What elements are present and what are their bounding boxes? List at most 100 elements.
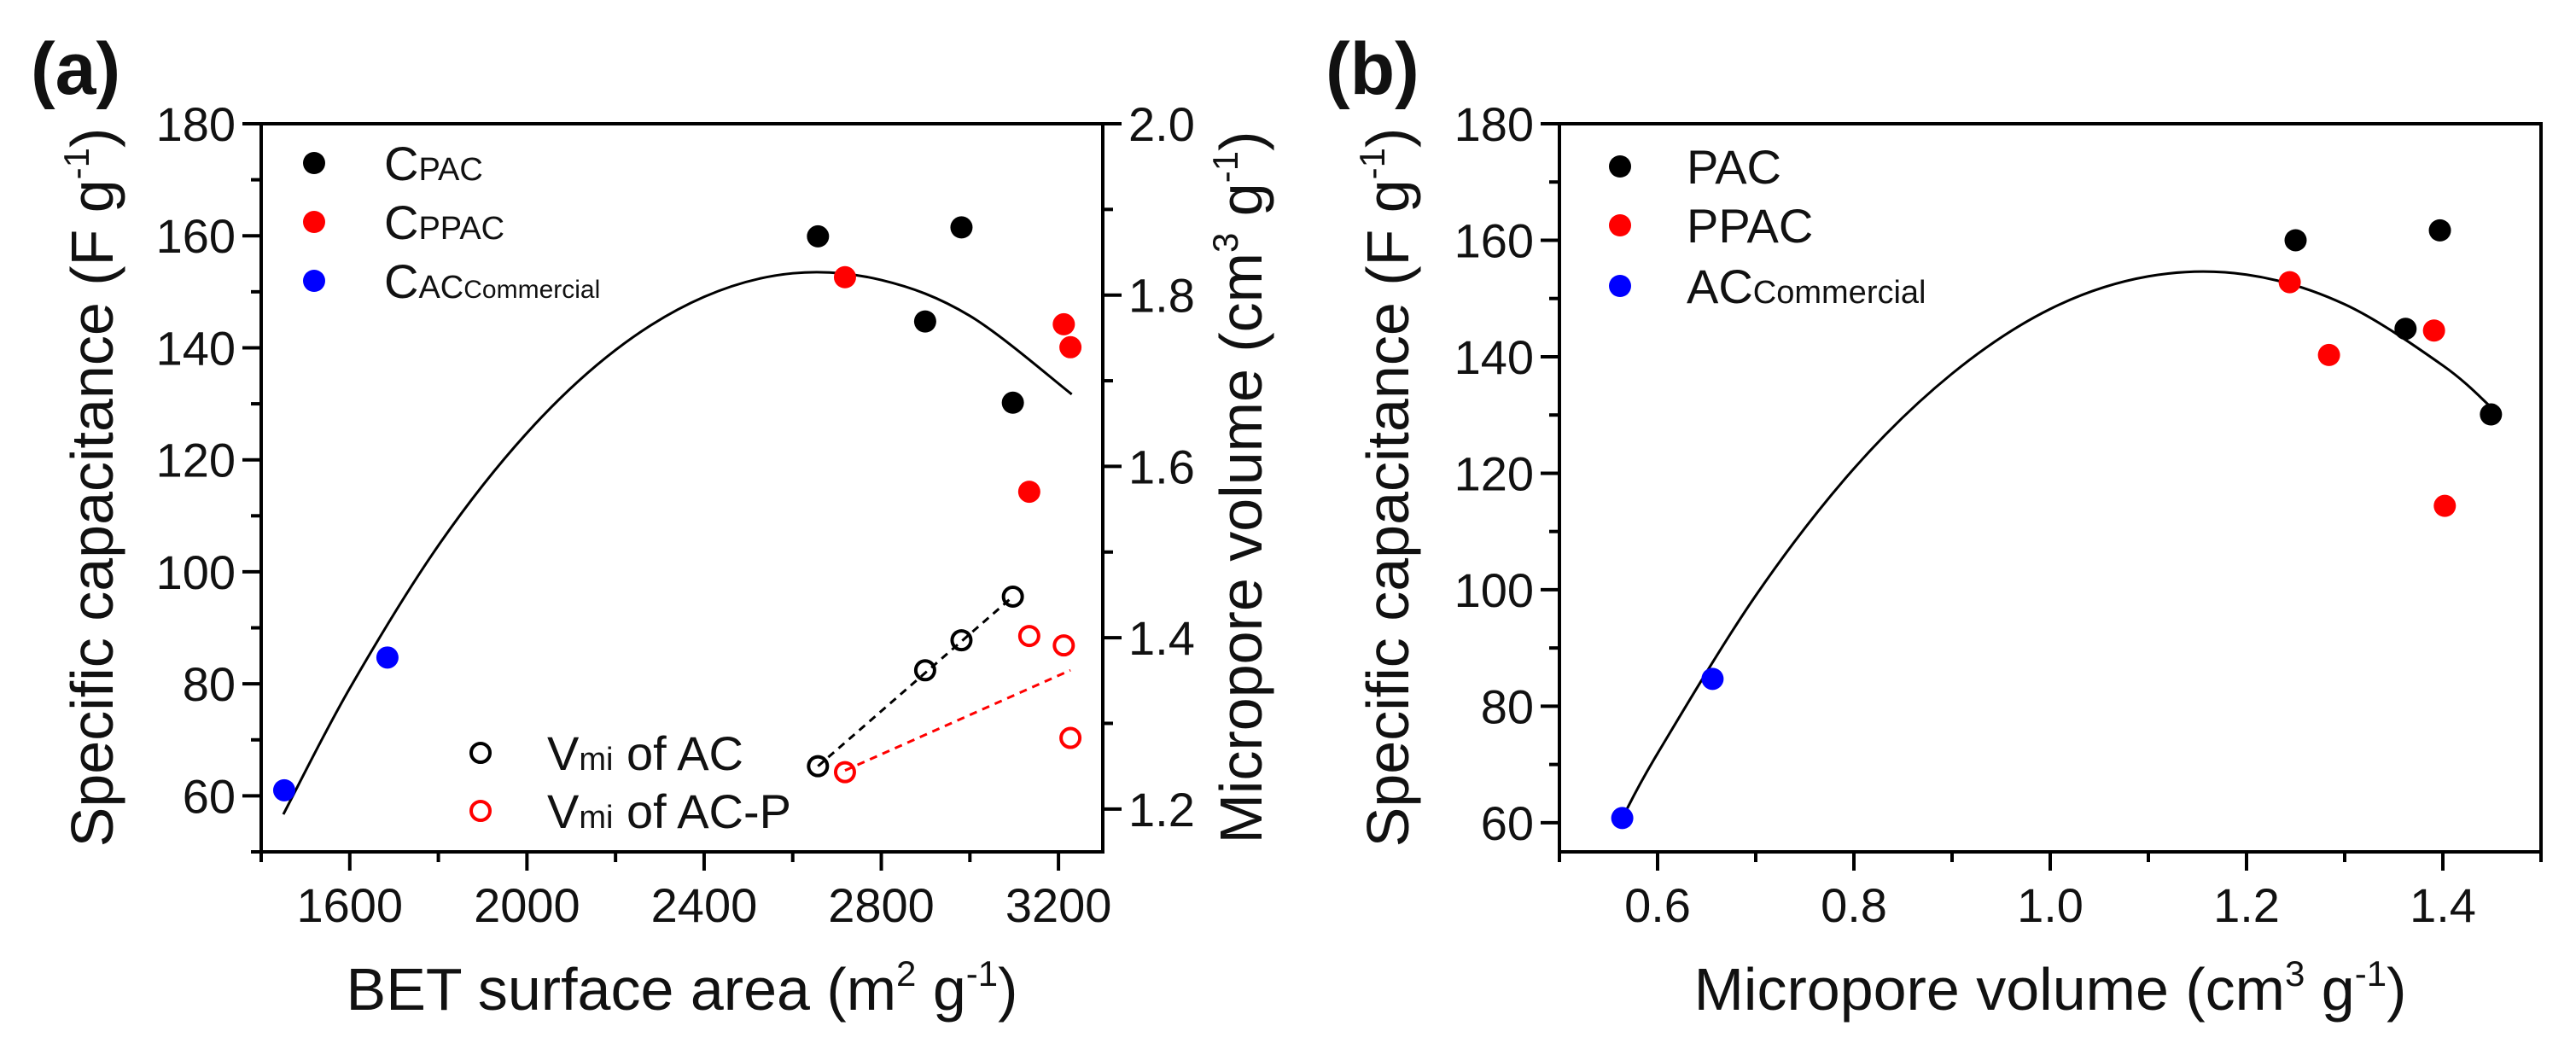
data-point <box>1701 667 1724 691</box>
x-tick-label: 1.0 <box>2017 878 2084 932</box>
y-tick-label: 160 <box>1454 213 1534 267</box>
legend-label-ccommercial: CACCommercial <box>384 254 600 308</box>
y-axis-title-b: Specific capacitance (F g-1) <box>1352 128 1421 848</box>
series-pac <box>2284 219 2503 426</box>
y-tick-label: 160 <box>156 209 236 263</box>
legend-sub2: Commercial <box>463 276 600 304</box>
legend-marker-ccommercial <box>303 270 325 292</box>
data-point <box>2480 403 2503 426</box>
y2-axis-title-a: Micropore volume (cm3 g-1) <box>1205 131 1274 844</box>
series-cpac <box>807 216 1024 414</box>
data-point <box>1059 335 1082 358</box>
data-point <box>2394 318 2417 341</box>
x-tick-label: 0.6 <box>1624 878 1691 932</box>
legend-label-cpac: CPAC <box>384 137 483 190</box>
series-cppac <box>833 265 1082 504</box>
y-title-sup: -1 <box>56 148 96 179</box>
y2-title-end: ) <box>1208 131 1274 151</box>
legend-label-vmi-acp: Vmi of AC-P <box>547 784 791 838</box>
x-tick-label: 1.4 <box>2410 878 2476 932</box>
legend-marker-pac <box>1609 155 1631 178</box>
linear-fit-line <box>817 595 1014 767</box>
y2-tick-label: 1.4 <box>1128 611 1195 665</box>
y-title-text: Specific capacitance (F g <box>1355 179 1421 847</box>
y-tick-label: 100 <box>1454 563 1534 617</box>
data-point <box>2284 229 2307 252</box>
legend-sub: PPAC <box>418 211 504 247</box>
legend-marker-ac-commercial <box>1609 275 1631 297</box>
data-point <box>1017 625 1040 648</box>
x-axis-title-b: Micropore volume (cm3 g-1) <box>1694 953 2407 1023</box>
data-point <box>1052 634 1075 657</box>
data-point <box>807 224 830 248</box>
y-title-end: ) <box>59 128 125 148</box>
x-title-sup2: -1 <box>966 953 998 994</box>
legend-marker-ppac <box>1609 214 1631 236</box>
data-point <box>913 310 936 333</box>
y2-tick-label: 1.8 <box>1128 269 1195 323</box>
legend-label-vmi-ac: Vmi of AC <box>547 726 743 780</box>
data-point <box>2428 219 2451 242</box>
plot-frame <box>259 122 1104 854</box>
series-vmi-of-ac <box>807 585 1024 778</box>
legend-sub: mi <box>579 800 613 836</box>
x-tick-label: 2800 <box>828 878 935 932</box>
data-point <box>1052 312 1075 335</box>
legend-sub: mi <box>579 742 613 778</box>
data-point <box>2317 343 2340 366</box>
panel-a: (a) Specific capacitance (F g-1) Micropo… <box>31 28 1274 1023</box>
series-ppac <box>2278 271 2457 517</box>
x-title-mid: g <box>916 956 965 1023</box>
y-title-sup: -1 <box>1352 148 1392 179</box>
data-point <box>1001 391 1024 414</box>
x-title-end: ) <box>998 956 1017 1023</box>
x-title-mid: g <box>2305 956 2354 1023</box>
data-point <box>1059 726 1082 749</box>
y-tick-label: 60 <box>183 769 236 823</box>
y2-title-text: Micropore volume (cm <box>1208 253 1274 843</box>
y-axis-title-a: Specific capacitance (F g-1) <box>56 128 125 848</box>
y-title-text: Specific capacitance (F g <box>59 179 125 847</box>
legend-post: of AC <box>613 726 743 780</box>
y-title-end: ) <box>1355 128 1421 148</box>
legend-label-ac-commercial: ACCommercial <box>1687 259 1926 313</box>
y-tick-label: 120 <box>156 434 236 487</box>
legend-a-micropore: Vmi of AC Vmi of AC-P <box>469 726 791 838</box>
x-tick-label: 2400 <box>651 878 758 932</box>
y2-title-sup2: -1 <box>1205 151 1245 183</box>
legend-sub: Commercial <box>1753 275 1926 311</box>
panel-label-b: (b) <box>1326 28 1419 110</box>
quadratic-fit-curve <box>1621 270 2493 819</box>
fit-lines <box>282 271 1073 815</box>
x-title-sup2: -1 <box>2355 953 2387 994</box>
data-point <box>807 755 830 778</box>
legend-marker-vmi-ac <box>469 742 492 764</box>
data-point <box>272 778 295 801</box>
linear-fit-line <box>844 668 1071 772</box>
y2-tick-label: 1.6 <box>1128 440 1195 493</box>
y2-title-mid: g <box>1208 183 1274 232</box>
y-tick-label: 80 <box>183 657 236 711</box>
x-tick-label: 2000 <box>474 878 580 932</box>
panel-b: (b) Specific capacitance (F g-1) Micropo… <box>1326 28 2543 1023</box>
legend-main: PAC <box>1687 140 1781 194</box>
fit-lines <box>1621 270 2493 819</box>
series-vmi-of-ac-p <box>833 625 1082 784</box>
data-point <box>833 761 856 784</box>
legend-marker-cppac <box>303 211 325 233</box>
data-point <box>2433 494 2457 517</box>
quadratic-fit-curve <box>282 271 1073 815</box>
x-tick-label: 1.2 <box>2213 878 2280 932</box>
data-point <box>1001 585 1024 608</box>
legend-main: V <box>547 784 580 838</box>
legend-marker-vmi-acp <box>469 800 492 822</box>
y-tick-label: 140 <box>1454 330 1534 384</box>
y-tick-label: 80 <box>1481 679 1534 733</box>
legend-marker-cpac <box>303 152 325 174</box>
legend-a: CPAC CPPAC CACCommercial <box>303 137 600 308</box>
data-point <box>1017 481 1040 504</box>
x-title-text: BET surface area (m <box>347 956 897 1023</box>
series-cac <box>272 646 399 801</box>
legend-b: PAC PPAC ACCommercial <box>1609 140 1926 313</box>
